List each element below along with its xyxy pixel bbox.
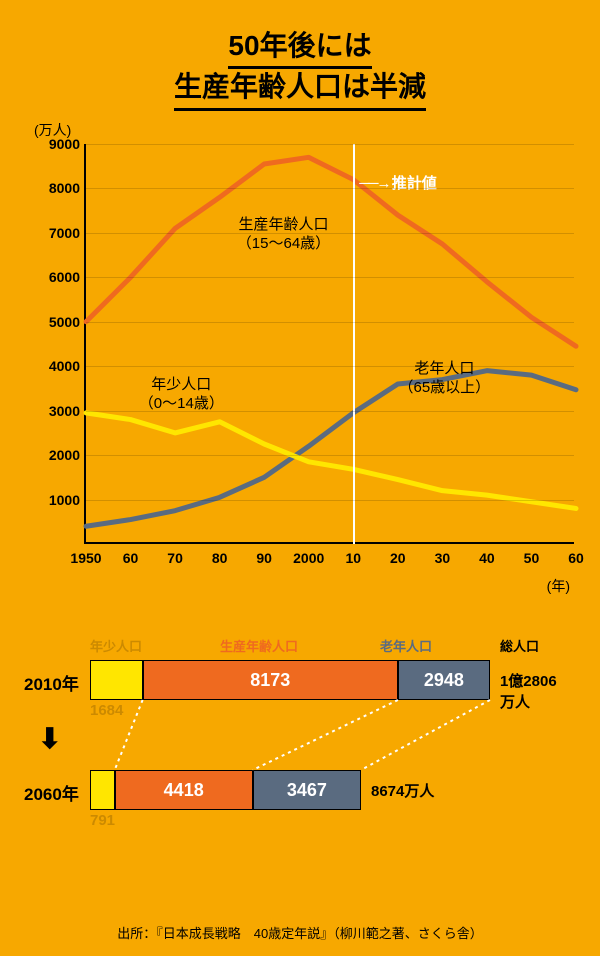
series-label-young: 年少人口（0～14歳） <box>139 376 224 414</box>
y-tick: 9000 <box>49 136 80 152</box>
x-axis-title: (年) <box>547 576 570 596</box>
line-working <box>86 157 576 346</box>
connector-line <box>115 700 143 770</box>
arrow-down-icon: ⬇ <box>38 722 61 755</box>
gridline <box>86 500 574 501</box>
x-tick: 50 <box>524 550 540 566</box>
y-tick: 6000 <box>49 269 80 285</box>
y-tick: 8000 <box>49 180 80 196</box>
bar-connectors <box>90 660 570 820</box>
x-tick: 90 <box>256 550 272 566</box>
gridline <box>86 144 574 145</box>
gridline <box>86 322 574 323</box>
y-tick: 5000 <box>49 314 80 330</box>
connector-line <box>253 700 398 770</box>
year-2010: 2010年 <box>24 670 79 695</box>
x-tick: 40 <box>479 550 495 566</box>
legend-total: 総人口 <box>500 636 539 655</box>
source-citation: 出所：『日本成長戦略 40歳定年説』（柳川範之著、さくら舎） <box>0 923 600 942</box>
gridline <box>86 455 574 456</box>
legend-working: 生産年齢人口 <box>220 636 298 655</box>
title-line-1: 50年後には <box>228 28 371 69</box>
x-tick: 20 <box>390 550 406 566</box>
legend-young: 年少人口 <box>90 636 142 655</box>
x-tick: 10 <box>345 550 361 566</box>
y-tick: 2000 <box>49 447 80 463</box>
series-label-elderly: 老年人口（65歳以上） <box>399 360 491 398</box>
chart-svg <box>86 144 576 544</box>
x-tick: 80 <box>212 550 228 566</box>
x-tick: 60 <box>123 550 139 566</box>
y-tick: 3000 <box>49 403 80 419</box>
x-tick: 2000 <box>293 550 324 566</box>
series-label-working: 生産年齢人口（15～64歳） <box>237 216 330 254</box>
legend-elderly: 老年人口 <box>380 636 432 655</box>
plot-area: ──→ 推計値 1950607080902000102030405060生産年齢… <box>84 144 574 544</box>
y-tick: 1000 <box>49 492 80 508</box>
x-tick: 70 <box>167 550 183 566</box>
title: 50年後には 生産年齢人口は半減 <box>0 0 600 111</box>
gridline <box>86 188 574 189</box>
title-line-2: 生産年齢人口は半減 <box>174 69 426 110</box>
line-chart: (万人) ──→ 推計値 195060708090200010203040506… <box>20 120 580 590</box>
x-tick: 60 <box>568 550 584 566</box>
y-tick: 4000 <box>49 358 80 374</box>
gridline <box>86 277 574 278</box>
y-tick: 7000 <box>49 225 80 241</box>
connector-line <box>361 700 490 770</box>
estimate-divider <box>353 144 355 544</box>
gridline <box>86 366 574 367</box>
year-2060: 2060年 <box>24 780 79 805</box>
x-tick: 1950 <box>70 550 101 566</box>
stacked-bars: 年少人口 生産年齢人口 老年人口 総人口 2010年 817329481億280… <box>20 630 580 890</box>
x-tick: 30 <box>435 550 451 566</box>
